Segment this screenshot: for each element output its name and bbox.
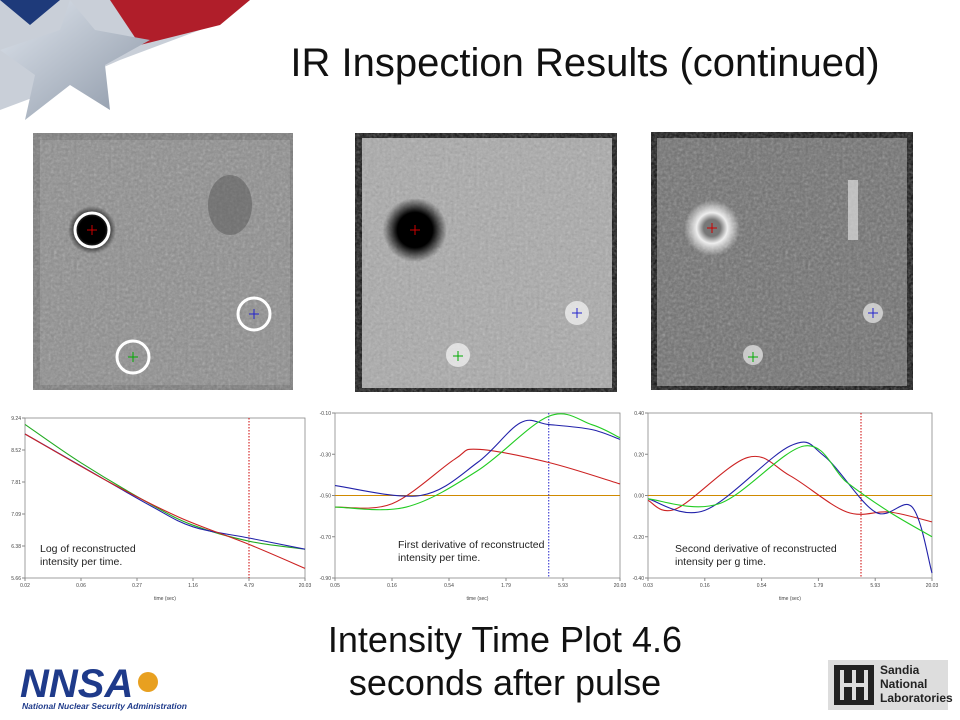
plot-frame xyxy=(24,417,306,579)
x-tick-label: 1.79 xyxy=(814,583,824,589)
x-axis-label: time (sec) xyxy=(467,596,489,602)
y-tick-label: 8.52 xyxy=(11,448,21,454)
plot-curve xyxy=(334,413,621,511)
plot-curve xyxy=(24,433,306,569)
x-tick-label: 0.54 xyxy=(444,583,454,589)
x-tick-label: 0.16 xyxy=(700,583,710,589)
x-tick-label: 20.03 xyxy=(926,583,939,589)
plot-caption: Second derivative of reconstructed xyxy=(675,543,837,555)
footer-caption: seconds after pulse xyxy=(349,662,661,703)
x-tick-label: 5.93 xyxy=(870,583,880,589)
y-tick-label: -0.50 xyxy=(320,494,332,500)
x-tick-label: 4.79 xyxy=(244,583,254,589)
sandia-name: Laboratories xyxy=(880,691,953,705)
plot-caption: Log of reconstructed xyxy=(40,543,136,555)
ir-image xyxy=(33,133,293,390)
plot-caption: First derivative of reconstructed xyxy=(398,539,545,551)
nnsa-name: National Nuclear Security Administration xyxy=(22,701,187,711)
y-tick-label: 9.24 xyxy=(11,416,21,422)
ir-image xyxy=(651,132,913,390)
y-tick-label: 6.38 xyxy=(11,544,21,550)
x-tick-label: 5.93 xyxy=(558,583,568,589)
x-tick-label: 20.03 xyxy=(614,583,627,589)
nnsa-logo: NNSA National Nuclear Security Administr… xyxy=(20,662,187,711)
x-axis-label: time (sec) xyxy=(779,596,801,602)
sandia-name: National xyxy=(880,677,927,691)
y-tick-label: -0.90 xyxy=(320,576,332,582)
x-tick-label: 0.27 xyxy=(132,583,142,589)
plot-curve xyxy=(334,419,621,497)
y-tick-label: 0.00 xyxy=(634,494,644,500)
plot-curve xyxy=(647,445,933,538)
plot-caption: intensity per time. xyxy=(40,556,122,568)
x-tick-label: 0.54 xyxy=(757,583,767,589)
sandia-logo: Sandia National Laboratories xyxy=(828,660,953,710)
x-axis-label: time (sec) xyxy=(154,596,176,602)
plot-curve xyxy=(334,448,621,509)
plot-curve xyxy=(24,423,306,550)
slide-title: IR Inspection Results (continued) xyxy=(290,41,879,85)
y-tick-label: -0.10 xyxy=(320,411,332,417)
y-tick-label: 7.81 xyxy=(11,480,21,486)
ir-image xyxy=(355,133,617,392)
x-tick-label: 0.05 xyxy=(330,583,340,589)
plot-curve xyxy=(647,441,933,574)
sandia-name: Sandia xyxy=(880,663,920,677)
y-tick-label: 7.09 xyxy=(11,512,21,518)
y-tick-label: -0.20 xyxy=(633,535,645,541)
y-tick-label: -0.30 xyxy=(320,452,332,458)
x-tick-label: 0.02 xyxy=(20,583,30,589)
plot-caption: intensity per time. xyxy=(398,552,480,564)
plot-caption: intensity per g time. xyxy=(675,556,766,568)
y-tick-label: 5.66 xyxy=(11,576,21,582)
footer-caption: Intensity Time Plot 4.6 xyxy=(328,619,682,660)
x-tick-label: 0.16 xyxy=(387,583,397,589)
y-tick-label: 0.40 xyxy=(634,411,644,417)
plots: 9.24 8.52 7.81 7.09 6.38 5.660.02 0.06 0.27 1.16… xyxy=(11,411,938,602)
x-tick-label: 0.06 xyxy=(76,583,86,589)
x-tick-label: 1.16 xyxy=(188,583,198,589)
nnsa-mark: NNSA xyxy=(20,662,133,706)
y-tick-label: -0.70 xyxy=(320,535,332,541)
y-tick-label: -0.40 xyxy=(633,576,645,582)
banner-decoration xyxy=(0,0,250,120)
y-tick-label: 0.20 xyxy=(634,452,644,458)
x-tick-label: 20.03 xyxy=(299,583,312,589)
x-tick-label: 1.79 xyxy=(501,583,511,589)
x-tick-label: 0.03 xyxy=(643,583,653,589)
